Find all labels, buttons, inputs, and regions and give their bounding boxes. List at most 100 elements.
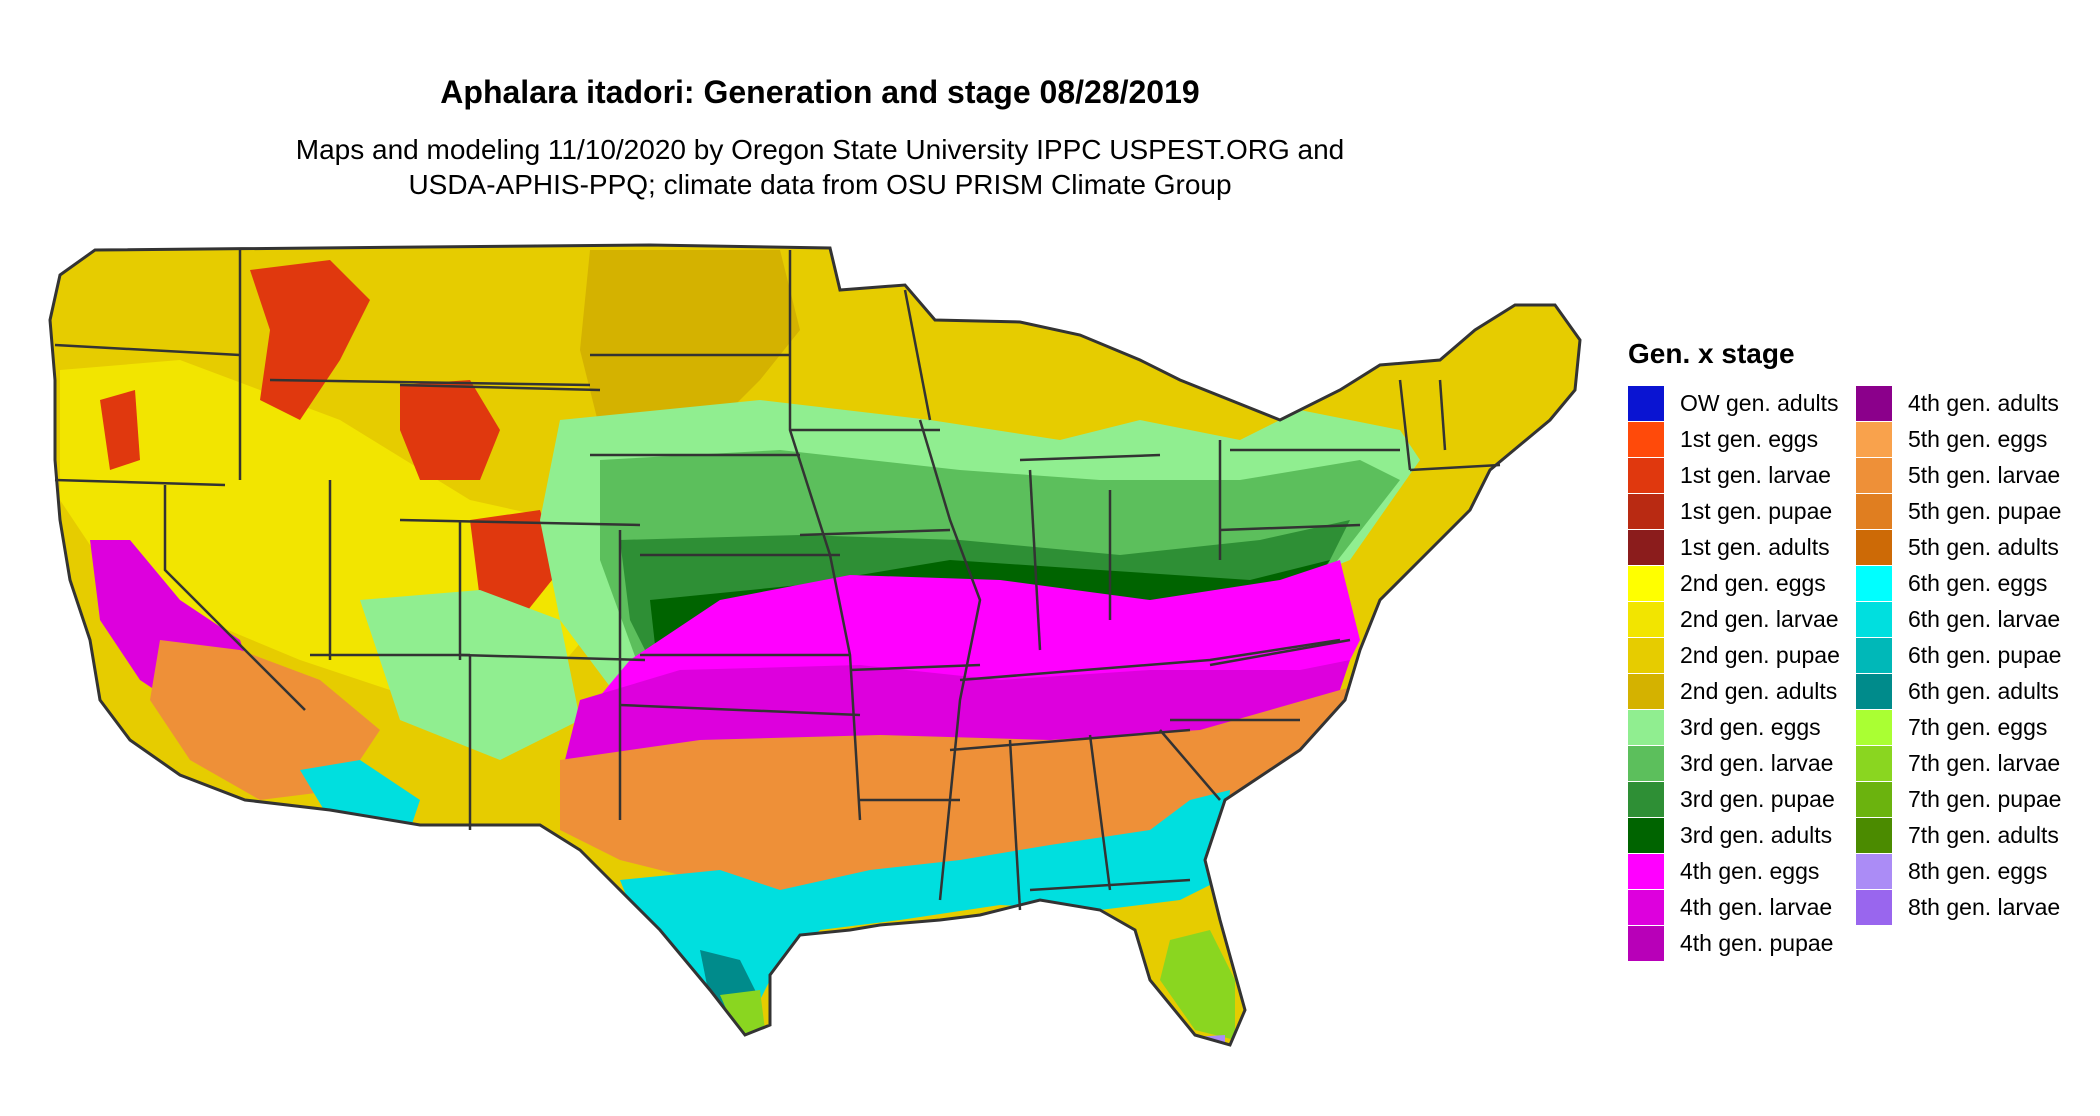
stage-regions [50,245,1580,1045]
legend-label: 3rd gen. adults [1680,822,1833,848]
border-wi-mi [903,289,932,421]
legend: Gen. x stage OW gen. adults 1st gen. eggs… [1628,338,2088,978]
legend-label: 3rd gen. eggs [1680,714,1821,740]
legend-label: 5th gen. pupae [1908,498,2062,524]
legend-label: 4th gen. larvae [1680,894,1833,920]
legend-label: 7th gen. pupae [1908,786,2062,812]
border-ga-sc [1159,729,1221,801]
region-2nd-adults-plains [580,250,800,430]
legend-swatch [1628,674,1664,709]
legend-label: 2nd gen. adults [1680,678,1838,704]
legend-label: 6th gen. adults [1908,678,2059,704]
legend-swatch [1628,710,1664,745]
legend-label: 1st gen. adults [1680,534,1830,560]
legend-swatch [1856,638,1892,673]
legend-label: 2nd gen. larvae [1680,606,1839,632]
legend-label: 7th gen. eggs [1908,714,2048,740]
legend-title: Gen. x stage [1628,338,1795,369]
legend-label: 2nd gen. eggs [1680,570,1826,596]
legend-swatch [1628,566,1664,601]
border-wa-or [54,343,241,357]
border-ok-tx [619,703,861,717]
border-ky-tn [959,638,1341,682]
legend-swatch [1856,782,1892,817]
region-1st-larvae-colorado [470,510,560,620]
legend-swatch [1856,386,1892,421]
legend-label: 5th gen. eggs [1908,426,2048,452]
border-mo-ar [849,663,981,672]
border-co-nm [459,653,646,662]
legend-swatch [1628,386,1664,421]
legend-swatch [1628,638,1664,673]
border-ca-nv [163,485,306,711]
legend-swatch [1856,494,1892,529]
legend-label: 4th gen. adults [1908,390,2059,416]
legend-swatch [1856,854,1892,889]
border-new-england [1398,379,1412,471]
region-7th-larvae-florida [1160,930,1235,1040]
border-mi-south [1019,453,1161,462]
legend-label: 1st gen. larvae [1680,462,1831,488]
border-mississippi [918,419,982,901]
legend-swatch [1628,854,1664,889]
legend-swatch [1856,458,1892,493]
region-7th-larvae-texas [720,990,765,1040]
legend-label: 3rd gen. larvae [1680,750,1834,776]
map-subtitle: Maps and modeling 11/10/2020 by Oregon S… [0,132,1640,202]
subtitle-line-2: USDA-APHIS-PPQ; climate data from OSU PR… [408,169,1232,200]
map-title: Aphalara itadori: Generation and stage 0… [440,74,1200,110]
border-al-ga [1088,734,1112,891]
legend-label: 3rd gen. pupae [1680,786,1835,812]
legend-swatch [1628,494,1664,529]
legend-swatch [1856,746,1892,781]
border-il-in [1028,469,1042,651]
border-ia-mo [799,528,951,537]
legend-label: 1st gen. eggs [1680,426,1819,452]
legend-label: 5th gen. larvae [1908,462,2061,488]
legend-label: 7th gen. adults [1908,822,2059,848]
legend-swatch [1856,422,1892,457]
legend-swatch [1628,746,1664,781]
legend-swatch [1628,422,1664,457]
legend-swatch [1628,602,1664,637]
border-wy-south [399,518,641,527]
border-ms-al [1008,739,1022,911]
legend-swatch [1628,926,1664,961]
legend-swatch [1856,710,1892,745]
border-tn-south [949,728,1191,752]
region-5th-larvae [560,680,1380,900]
border-ma-south [1409,463,1501,472]
legend-label: OW gen. adults [1680,390,1839,416]
region-5th-larvae-southwest [150,640,380,800]
legend-label: 2nd gen. pupae [1680,642,1840,668]
legend-swatch [1856,602,1892,637]
border-vt-nh [1438,379,1447,451]
legend-swatch [1856,674,1892,709]
legend-swatch [1856,530,1892,565]
subtitle-line-1: Maps and modeling 11/10/2020 by Oregon S… [295,134,1345,165]
border-fl-north [1029,878,1191,892]
us-outline [48,243,1582,1047]
legend-label: 8th gen. eggs [1908,858,2048,884]
legend-swatch [1628,818,1664,853]
legend-label: 6th gen. larvae [1908,606,2061,632]
legend-swatch [1628,890,1664,925]
legend-label: 6th gen. pupae [1908,642,2062,668]
region-1st-larvae-wyoming [400,380,500,480]
state-borders [54,250,1501,911]
legend-label: 6th gen. eggs [1908,570,2048,596]
region-1st-larvae-oregon [100,390,140,470]
legend-label: 8th gen. larvae [1908,894,2061,920]
border-va-nc [1209,638,1351,667]
legend-label: 4th gen. pupae [1680,930,1834,956]
border-mt-wy [399,383,601,392]
legend-swatch [1628,782,1664,817]
legend-label: 7th gen. larvae [1908,750,2061,776]
border-pa-south [1219,523,1361,532]
border-mt-south [269,378,591,387]
legend-swatch [1856,818,1892,853]
border-plains-east [788,250,862,821]
legend-swatch [1856,566,1892,601]
border-or-ca [54,478,226,487]
legend-swatch [1628,530,1664,565]
